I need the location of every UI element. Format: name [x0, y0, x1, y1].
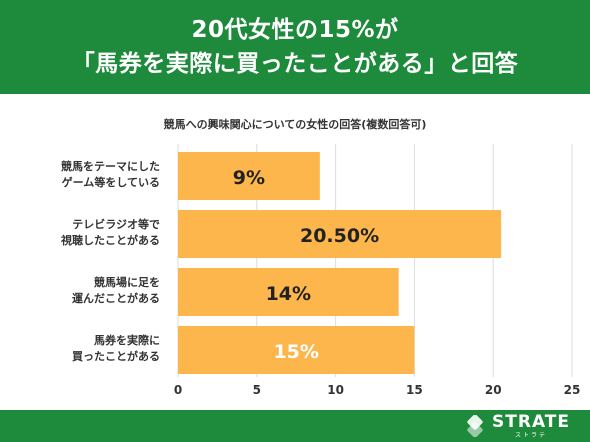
category-label: 視聴したことがある	[60, 233, 160, 247]
strate-logo-icon	[467, 415, 483, 437]
strate-logo: STRATE ストラテ	[464, 413, 570, 439]
category-label: 運んだことがある	[72, 291, 160, 305]
x-tick-label: 25	[564, 383, 581, 397]
category-label: 競馬場に足を	[94, 275, 160, 289]
chart-area: 競馬への興味関心についての女性の回答(複数回答可) 0 5 10 15 20 25 9% 競馬…	[0, 94, 590, 410]
chart-title: 競馬への興味関心についての女性の回答(複数回答可)	[163, 118, 427, 131]
bar	[178, 152, 320, 200]
x-tick-label: 5	[253, 383, 261, 397]
bar-data-label: 15%	[273, 341, 318, 363]
logo-subtext: ストラテ	[515, 431, 548, 439]
bar-data-label: 20.50%	[300, 225, 379, 247]
logo-text: STRATE	[492, 411, 570, 432]
category-label: ゲーム等をしている	[62, 175, 160, 189]
category-label: テレビラジオ等で	[72, 217, 160, 231]
bar	[178, 210, 502, 258]
x-tick-label: 20	[485, 383, 502, 397]
bar-data-label: 9%	[233, 167, 265, 189]
header-banner: 20代女性の15%が 「馬券を実際に買ったことがある」と回答	[0, 0, 590, 94]
category-label: 馬券を実際に	[94, 333, 160, 347]
headline-line-1: 20代女性の15%が	[191, 17, 399, 43]
x-tick-label: 0	[174, 383, 182, 397]
x-tick-label: 10	[327, 383, 344, 397]
bar-data-label: 14%	[266, 283, 311, 305]
bar	[178, 268, 399, 316]
footer-bar: STRATE ストラテ	[0, 410, 590, 442]
bar	[178, 326, 415, 374]
x-tick-label: 15	[406, 383, 423, 397]
headline-line-2: 「馬券を実際に買ったことがある」と回答	[71, 51, 519, 77]
category-label: 買ったことがある	[72, 349, 160, 363]
category-label: 競馬をテーマにした	[61, 159, 160, 173]
